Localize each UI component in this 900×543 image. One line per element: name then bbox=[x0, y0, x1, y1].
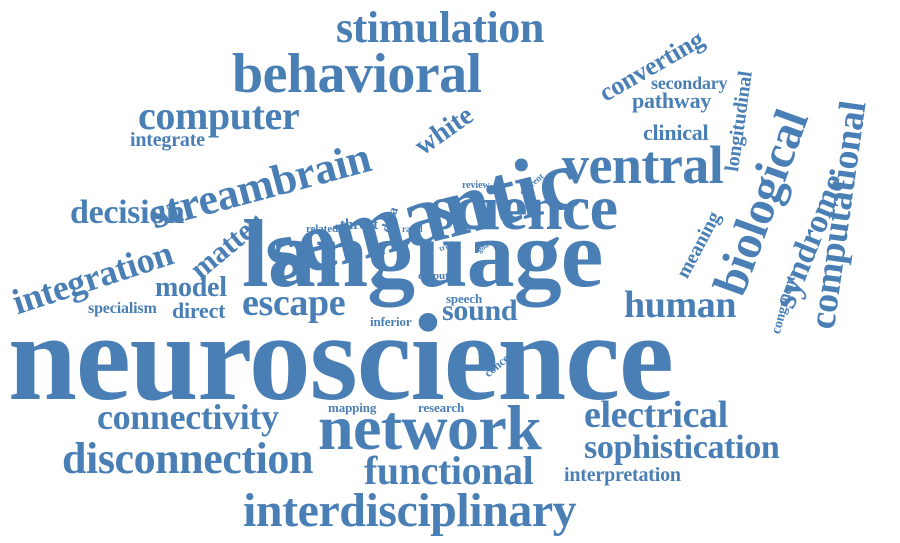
word-secondary: secondary bbox=[651, 73, 728, 93]
word-disconnection: disconnection bbox=[62, 434, 313, 483]
word-rapid: rapid bbox=[402, 224, 423, 234]
word-language: language bbox=[242, 200, 603, 307]
word-white: white bbox=[408, 99, 480, 162]
word-direct: direct bbox=[172, 298, 226, 323]
word-output: output bbox=[418, 270, 449, 282]
word-sophistication: sophistication bbox=[584, 429, 780, 466]
word-interpretation: interpretation bbox=[564, 464, 681, 486]
word-integrate: integrate bbox=[130, 129, 205, 151]
word-sound: sound bbox=[442, 294, 518, 327]
word-mapping: mapping bbox=[328, 400, 377, 415]
word-pathway: pathway bbox=[632, 88, 712, 113]
word-human: human bbox=[624, 284, 737, 326]
word-related: related bbox=[306, 223, 339, 235]
word-review: review bbox=[462, 180, 490, 191]
word-decision: decision bbox=[70, 194, 185, 231]
word-specialism: specialism bbox=[88, 300, 157, 317]
word-inferior: inferior bbox=[370, 314, 412, 329]
word-clinical: clinical bbox=[643, 120, 709, 145]
word-research: research bbox=[418, 400, 465, 415]
word-escape: escape bbox=[242, 282, 346, 324]
word-threat: threat bbox=[340, 217, 378, 233]
word-model: model bbox=[155, 272, 227, 303]
word-electrical: electrical bbox=[584, 394, 728, 436]
word-ventral: ventral bbox=[562, 135, 724, 195]
word-behavioral: behavioral bbox=[232, 43, 482, 105]
word-functional: functional bbox=[364, 448, 534, 493]
word-network: network bbox=[318, 392, 542, 463]
word-connectivity: connectivity bbox=[97, 397, 279, 437]
word-computer: computer bbox=[138, 93, 300, 138]
word-neuroscience: neuroscience bbox=[8, 289, 674, 426]
word-interdisciplinary: interdisciplinary bbox=[243, 484, 577, 537]
word-stimulation: stimulation bbox=[336, 3, 544, 52]
word-speech: speech bbox=[446, 291, 483, 306]
word-science: science bbox=[430, 172, 618, 243]
